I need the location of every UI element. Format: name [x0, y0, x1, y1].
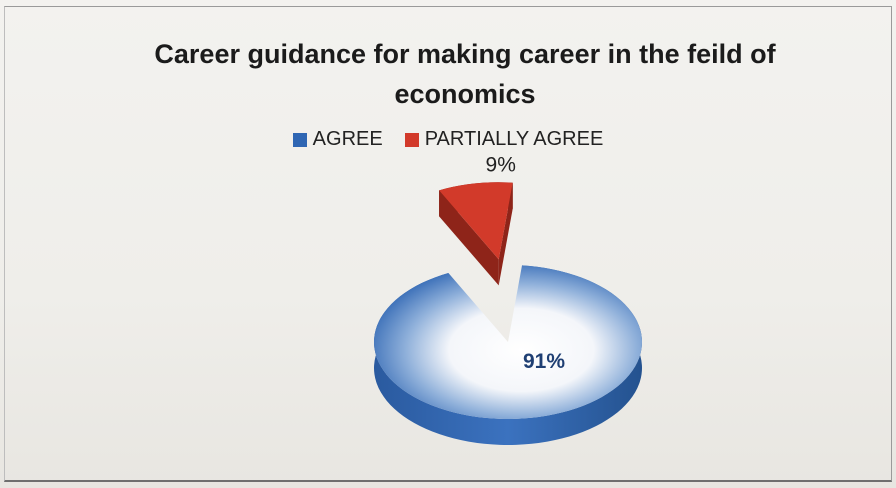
pie-slice-agree: [373, 265, 642, 420]
legend-swatch-partially-agree: [404, 132, 419, 147]
chart-legend: AGREE PARTIALLY AGREE: [0, 128, 896, 151]
legend-swatch-agree: [292, 132, 307, 147]
pie-slice-partially-agree: [439, 182, 513, 260]
data-label-partially-agree: 9%: [486, 153, 516, 176]
pie-slice-wall-0: [439, 190, 499, 286]
pie-slice-wall-1: [498, 182, 513, 286]
legend-label-partially-agree: PARTIALLY AGREE: [424, 128, 604, 150]
legend-item-partially-agree: PARTIALLY AGREE: [404, 128, 604, 151]
legend-item-agree: AGREE: [292, 128, 383, 151]
chart-frame: [4, 6, 892, 482]
chart-title: Career guidance for making career in the…: [154, 39, 776, 109]
legend-label-agree: AGREE: [312, 128, 383, 150]
data-label-agree: 91%: [523, 350, 565, 373]
